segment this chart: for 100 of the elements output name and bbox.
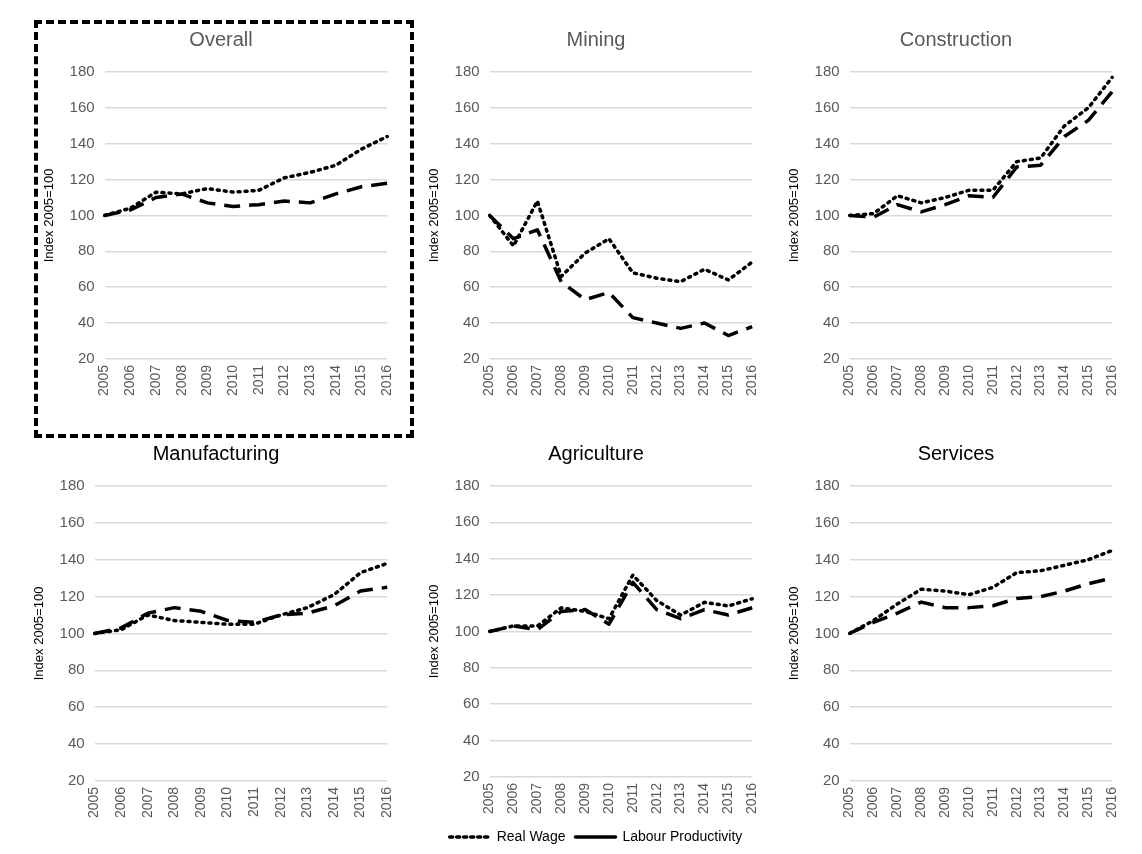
y-tick-label: 160 [69, 98, 95, 115]
x-tick-label: 2013 [1031, 786, 1048, 819]
x-tick-label: 2013 [1031, 364, 1048, 397]
y-tick-label: 40 [77, 313, 95, 331]
x-tick-label: 2006 [504, 364, 521, 397]
x-tick-label: 2014 [1055, 786, 1072, 819]
y-axis-title: Index 2005=100 [426, 168, 442, 263]
x-tick-label: 2012 [275, 364, 292, 397]
chart-title: Agriculture [548, 441, 644, 464]
x-tick-label: 2012 [271, 786, 288, 819]
y-tick-label: 100 [814, 623, 840, 641]
x-tick-label: 2009 [575, 782, 592, 815]
x-tick-label: 2015 [352, 364, 369, 397]
x-tick-label: 2006 [504, 782, 521, 815]
x-tick-label: 2006 [864, 786, 881, 819]
y-tick-label: 40 [462, 730, 480, 748]
x-tick-label: 2016 [1103, 364, 1120, 397]
y-tick-label: 60 [67, 697, 85, 715]
x-tick-label: 2006 [112, 786, 129, 819]
y-tick-label: 60 [462, 277, 480, 295]
x-tick-label: 2014 [324, 786, 341, 819]
x-tick-label: 2011 [623, 364, 640, 395]
y-tick-label: 100 [59, 623, 85, 641]
chart-title: Manufacturing [152, 441, 280, 464]
y-tick-label: 100 [454, 205, 480, 223]
y-tick-label: 140 [454, 133, 480, 151]
x-tick-label: 2011 [623, 782, 640, 813]
chart-title: Mining [566, 27, 626, 50]
x-tick-label: 2005 [480, 782, 497, 815]
x-tick-label: 2007 [138, 786, 155, 819]
legend-label: Real Wage [496, 827, 566, 844]
y-tick-label: 20 [822, 771, 840, 788]
x-tick-label: 2005 [840, 786, 857, 819]
y-tick-label: 160 [454, 512, 480, 530]
y-axis-title: Index 2005=100 [31, 586, 47, 681]
y-tick-label: 120 [59, 586, 85, 604]
x-tick-label: 2007 [528, 364, 545, 397]
x-tick-label: 2012 [1007, 786, 1024, 819]
x-tick-label: 2010 [223, 364, 240, 397]
y-tick-label: 60 [822, 277, 840, 295]
x-tick-label: 2015 [1079, 364, 1096, 397]
x-tick-label: 2008 [912, 786, 929, 819]
x-tick-label: 2011 [983, 364, 1000, 395]
y-tick-label: 100 [814, 205, 840, 223]
x-tick-label: 2007 [888, 786, 905, 819]
x-tick-label: 2005 [840, 364, 857, 397]
y-tick-label: 80 [822, 241, 840, 259]
y-tick-label: 60 [77, 277, 95, 295]
y-tick-label: 80 [77, 241, 95, 259]
legend-label: Labour Productivity [622, 827, 743, 844]
x-tick-label: 2010 [599, 364, 616, 397]
y-tick-label: 120 [454, 169, 480, 187]
y-tick-label: 100 [69, 205, 95, 223]
y-tick-label: 40 [67, 734, 85, 752]
x-tick-label: 2014 [326, 364, 343, 397]
y-tick-label: 120 [69, 169, 95, 187]
x-tick-label: 2010 [959, 364, 976, 397]
y-tick-label: 40 [822, 734, 840, 752]
x-tick-label: 2008 [172, 364, 189, 397]
y-tick-label: 180 [454, 62, 480, 80]
x-tick-label: 2005 [85, 786, 102, 819]
y-tick-label: 80 [67, 660, 85, 678]
x-tick-label: 2009 [935, 364, 952, 397]
y-tick-label: 20 [462, 767, 480, 784]
x-tick-label: 2005 [95, 364, 112, 397]
x-tick-label: 2015 [351, 786, 368, 819]
y-tick-label: 20 [462, 349, 480, 366]
x-tick-label: 2016 [1103, 786, 1120, 819]
x-tick-label: 2014 [1055, 364, 1072, 397]
x-tick-label: 2006 [121, 364, 138, 397]
x-tick-label: 2013 [671, 364, 688, 397]
y-tick-label: 60 [822, 697, 840, 715]
y-tick-label: 120 [454, 585, 480, 603]
x-tick-label: 2015 [719, 364, 736, 397]
y-tick-label: 180 [59, 476, 85, 494]
x-tick-label: 2010 [218, 786, 235, 819]
x-tick-label: 2010 [599, 782, 616, 815]
y-tick-label: 180 [69, 62, 95, 80]
y-tick-label: 20 [822, 349, 840, 366]
x-tick-label: 2009 [191, 786, 208, 819]
y-tick-label: 40 [462, 313, 480, 331]
y-tick-label: 160 [59, 513, 85, 530]
y-tick-label: 60 [462, 694, 480, 712]
y-tick-label: 180 [454, 476, 480, 494]
y-tick-label: 80 [462, 241, 480, 259]
y-tick-label: 160 [814, 98, 840, 115]
y-tick-label: 120 [814, 169, 840, 187]
x-tick-label: 2015 [719, 782, 736, 815]
x-tick-label: 2009 [198, 364, 215, 397]
x-tick-label: 2009 [575, 364, 592, 397]
x-tick-label: 2016 [378, 364, 395, 397]
y-tick-label: 180 [814, 62, 840, 80]
x-tick-label: 2007 [146, 364, 163, 397]
y-tick-label: 100 [454, 621, 480, 639]
y-tick-label: 140 [69, 133, 95, 151]
x-tick-label: 2012 [1007, 364, 1024, 397]
y-tick-label: 20 [67, 771, 85, 788]
x-tick-label: 2016 [743, 364, 760, 397]
y-tick-label: 40 [822, 313, 840, 331]
y-tick-label: 140 [454, 548, 480, 566]
